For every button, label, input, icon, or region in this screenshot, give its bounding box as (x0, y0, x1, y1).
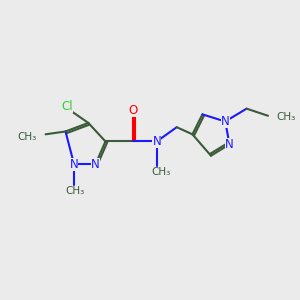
Text: CH₃: CH₃ (66, 186, 85, 196)
Text: N: N (225, 138, 234, 151)
Text: N: N (91, 158, 100, 171)
Text: O: O (128, 104, 137, 117)
Text: Cl: Cl (62, 100, 73, 113)
Text: N: N (221, 115, 230, 128)
Text: CH₃: CH₃ (152, 167, 171, 177)
Text: N: N (152, 135, 161, 148)
Text: N: N (70, 158, 78, 171)
Text: CH₃: CH₃ (18, 132, 37, 142)
Text: CH₃: CH₃ (277, 112, 296, 122)
